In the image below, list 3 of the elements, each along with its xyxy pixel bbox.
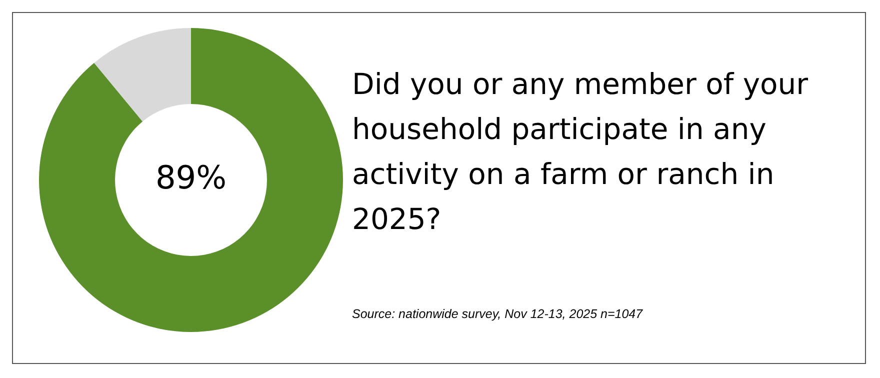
text: Did you or any member of your household participate in any activity on a farm or ranch in 2025? bbox=[352, 66, 810, 238]
data-label: 89% bbox=[155, 158, 227, 196]
source-note: Source: nationwide survey, Nov 12-13, 2025 n=1047 bbox=[352, 307, 644, 321]
